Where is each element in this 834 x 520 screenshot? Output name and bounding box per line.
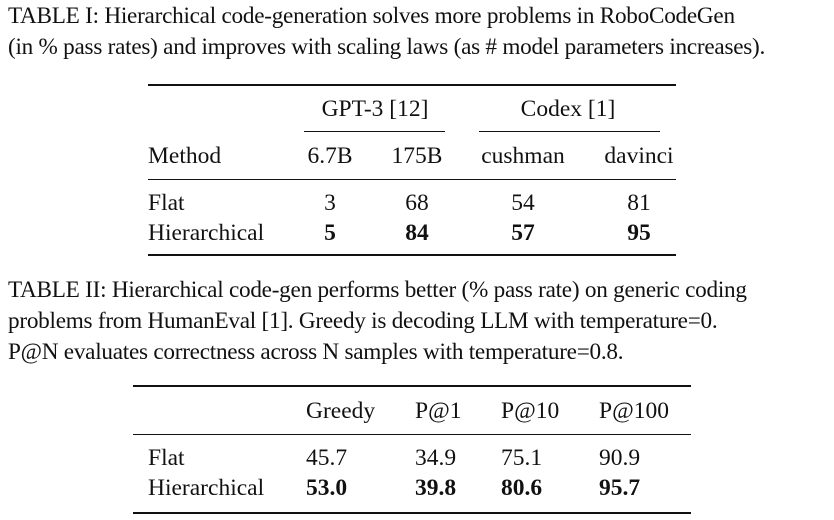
table1-method-header: Method: [148, 143, 222, 169]
table1-cell: 84: [405, 220, 429, 246]
table2-mid-rule: [133, 434, 691, 436]
table1-caption-line: TABLE I: Hierarchical code-generation so…: [8, 3, 735, 29]
table1-cmidrule-codex: [479, 131, 660, 133]
table1-row-method: Hierarchical: [148, 220, 265, 246]
table1-cell: 68: [405, 190, 429, 216]
table1-cell: 95: [627, 220, 651, 246]
table1-cell: 57: [511, 220, 535, 246]
table2-caption: TABLE II: Hierarchical code-gen performs…: [8, 275, 830, 368]
table2-bottom-rule: [133, 512, 691, 514]
table2-col-header: Greedy: [306, 398, 376, 424]
table1-col-header: 6.7B: [307, 143, 353, 169]
table2-caption-line: problems from HumanEval [1]. Greedy is d…: [8, 308, 718, 334]
table2-col-header: P@10: [501, 398, 560, 424]
table2-top-rule: [133, 385, 691, 387]
table2-row-method: Hierarchical: [148, 475, 265, 501]
table1-caption: TABLE I: Hierarchical code-generation so…: [8, 1, 830, 63]
table1-cell: 5: [324, 220, 336, 246]
table2-cell: 34.9: [415, 445, 457, 471]
table1-col-header: cushman: [481, 143, 565, 169]
table1-bottom-rule: [148, 254, 676, 256]
table1-col-header: 175B: [391, 143, 443, 169]
table2-cell: 75.1: [501, 445, 543, 471]
table1-cell: 81: [627, 190, 651, 216]
table2-cell: 80.6: [501, 475, 543, 501]
table1-cmidrule-gpt3: [304, 131, 445, 133]
table1-group-header-codex: Codex [1]: [520, 96, 616, 122]
table1-group-header-gpt3: GPT-3 [12]: [321, 96, 429, 122]
table1-row-method: Flat: [148, 190, 185, 216]
table2-cell: 95.7: [599, 475, 641, 501]
table2-cell: 90.9: [599, 445, 641, 471]
table1-col-header: davinci: [604, 143, 674, 169]
table1-cell: 3: [324, 190, 336, 216]
table2-caption-line: P@N evaluates correctness across N sampl…: [8, 339, 624, 365]
table1-caption-line: (in % pass rates) and improves with scal…: [8, 34, 766, 60]
table2-caption-line: TABLE II: Hierarchical code-gen performs…: [8, 277, 747, 303]
table2-row-method: Flat: [148, 445, 185, 471]
table2-col-header: P@100: [599, 398, 669, 424]
table1-mid-rule: [148, 179, 676, 181]
table2-cell: 53.0: [306, 475, 348, 501]
table2-cell: 45.7: [306, 445, 348, 471]
table1-top-rule: [148, 84, 676, 86]
table2-cell: 39.8: [415, 475, 457, 501]
table2-col-header: P@1: [415, 398, 462, 424]
table1-cell: 54: [511, 190, 535, 216]
